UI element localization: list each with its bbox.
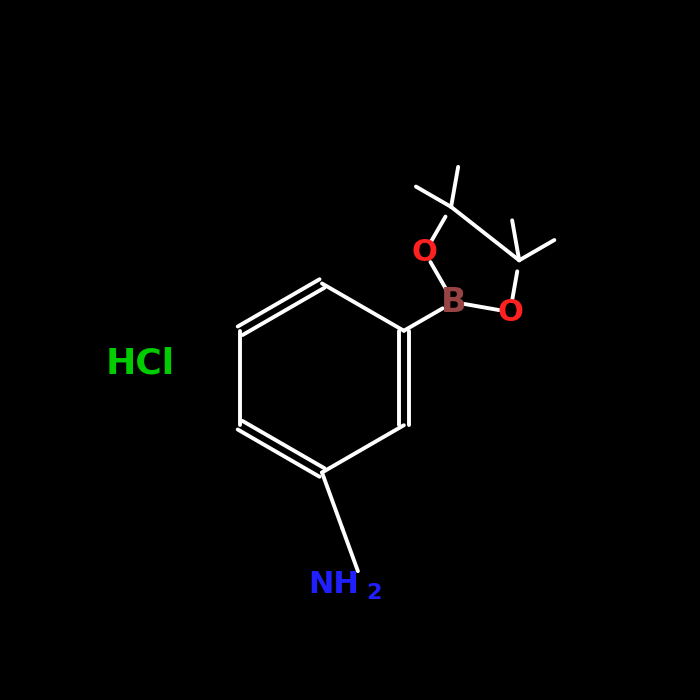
Text: 2: 2	[366, 582, 382, 603]
Text: NH: NH	[309, 570, 359, 598]
Text: B: B	[441, 286, 466, 318]
Text: O: O	[412, 238, 438, 267]
Text: O: O	[497, 298, 523, 326]
Text: HCl: HCl	[106, 347, 174, 381]
